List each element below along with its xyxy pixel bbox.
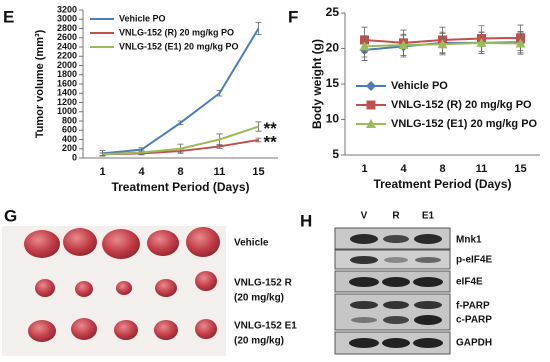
group-label: Vehicle (234, 238, 269, 249)
group-label: VNLG-152 R (234, 278, 293, 289)
panel-label: E (3, 7, 14, 26)
marker (366, 119, 376, 128)
western-blot (334, 227, 451, 355)
x-tick-label: 11 (476, 163, 488, 175)
series-line (102, 27, 260, 155)
y-tick-label: 25 (326, 5, 340, 19)
protein-label: GAPDH (456, 338, 492, 349)
lane-label: E1 (422, 211, 435, 222)
panel-label: F (288, 7, 298, 26)
marker (366, 81, 376, 91)
y-tick-label: 400 (62, 134, 77, 144)
y-tick-label: 5 (332, 147, 339, 161)
marker (515, 38, 526, 48)
x-tick-label: 11 (214, 166, 226, 178)
marker (359, 41, 370, 51)
x-tick-label: 4 (400, 163, 407, 175)
legend-label: VNLG-152 (E1) 20 mg/kg PO (391, 118, 538, 130)
y-tick-label: 2000 (57, 60, 77, 70)
marker (476, 37, 487, 47)
y-tick-label: 3200 (57, 4, 77, 14)
legend-label: VNLG-152 (R) 20 mg/kg PO (391, 99, 532, 111)
x-axis-title: Treatment Period (Days) (111, 180, 249, 194)
significance: ** (264, 119, 278, 138)
x-tick-label: 15 (514, 163, 526, 175)
y-axis-title: Body weight (g) (310, 39, 324, 129)
protein-label: p-eIF4E (456, 255, 492, 266)
y-tick-label: 1200 (57, 97, 77, 107)
y-tick-label: 20 (326, 41, 340, 55)
x-tick-label: 4 (138, 166, 145, 178)
y-tick-label: 15 (326, 76, 340, 90)
marker (437, 39, 448, 49)
x-tick-label: 1 (99, 166, 105, 178)
x-tick-label: 15 (252, 166, 264, 178)
y-tick-label: 800 (62, 115, 77, 125)
y-tick-label: 10 (326, 112, 340, 126)
legend-label: Vehicle PO (119, 13, 166, 23)
protein-label: eIF4E (456, 277, 483, 288)
y-tick-label: 2800 (57, 23, 77, 33)
y-tick-label: 1000 (57, 106, 77, 116)
significance: ** (264, 132, 278, 151)
panel-label: G (4, 206, 17, 225)
y-tick-label: 1400 (57, 88, 77, 98)
group-label: (20 mg/kg) (234, 293, 284, 304)
tumor-photo (2, 226, 226, 356)
protein-label: c-PARP (456, 315, 492, 326)
lane-label: R (392, 211, 400, 222)
marker (366, 100, 376, 110)
x-axis-title: Treatment Period (Days) (373, 177, 511, 191)
marker (398, 39, 409, 49)
legend-label: Vehicle PO (391, 80, 448, 92)
x-tick-label: 8 (177, 166, 183, 178)
lane-label: V (361, 211, 368, 222)
legend-label: VNLG-152 (E1) 20 mg/kg PO (119, 41, 239, 51)
y-tick-label: 600 (62, 125, 77, 135)
y-tick-label: 1800 (57, 69, 77, 79)
panel-label: H (300, 211, 312, 230)
protein-label: f-PARP (456, 301, 490, 312)
y-tick-label: 200 (62, 143, 77, 153)
group-label: (20 mg/kg) (234, 336, 284, 347)
protein-label: Mnk1 (456, 235, 482, 246)
y-tick-label: 2600 (57, 32, 77, 42)
group-label: VNLG-152 E1 (234, 321, 297, 332)
y-tick-label: 3000 (57, 14, 77, 24)
y-axis-title: Tumor volume (mm³) (34, 29, 46, 138)
y-tick-label: 0 (72, 152, 77, 162)
series-line (102, 125, 259, 156)
legend-label: VNLG-152 (R) 20 mg/kg PO (119, 27, 234, 37)
y-tick-label: 1600 (57, 78, 77, 88)
y-tick-label: 2400 (57, 41, 77, 51)
x-tick-label: 1 (361, 163, 367, 175)
x-tick-label: 8 (439, 163, 445, 175)
y-tick-label: 2200 (57, 51, 77, 61)
